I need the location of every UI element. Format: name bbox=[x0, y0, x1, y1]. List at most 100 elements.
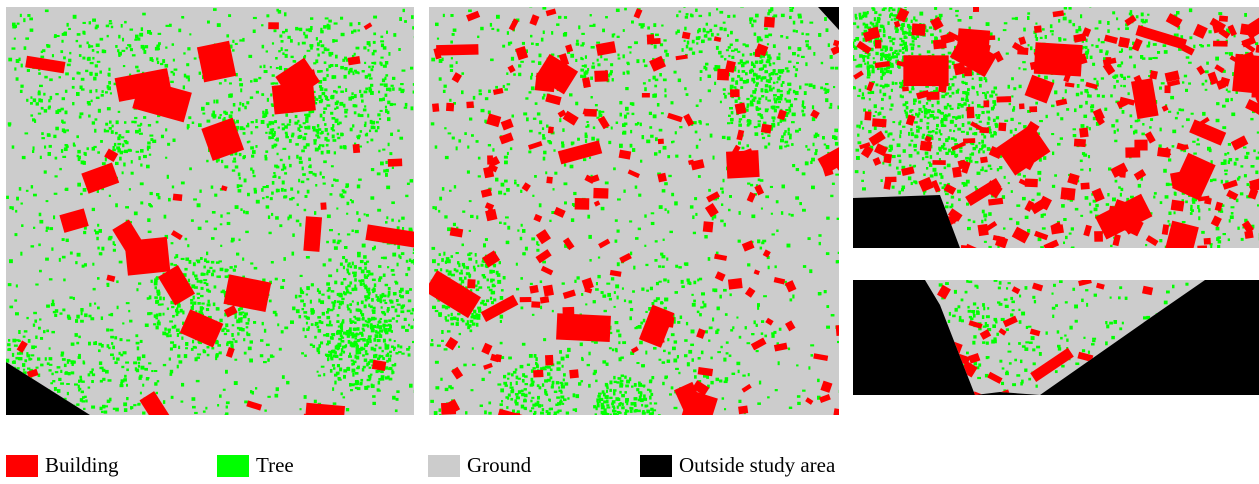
tree-pixel bbox=[158, 196, 161, 199]
tree-pixel bbox=[717, 329, 720, 331]
tree-pixel bbox=[560, 396, 564, 399]
tree-pixel bbox=[356, 345, 359, 349]
tree-pixel bbox=[163, 364, 166, 366]
tree-pixel bbox=[241, 312, 244, 314]
tree-pixel bbox=[768, 266, 770, 270]
tree-pixel bbox=[745, 44, 749, 47]
tree-pixel bbox=[595, 104, 598, 106]
tree-pixel bbox=[511, 373, 514, 376]
tree-pixel bbox=[779, 146, 782, 150]
tree-pixel bbox=[102, 162, 106, 165]
tree-pixel bbox=[65, 189, 67, 191]
tree-pixel bbox=[194, 346, 197, 348]
tree-pixel bbox=[333, 90, 336, 93]
tree-pixel bbox=[275, 394, 279, 398]
tree-pixel bbox=[25, 37, 29, 39]
tree-pixel bbox=[641, 404, 643, 407]
tree-pixel bbox=[179, 360, 183, 363]
tree-pixel bbox=[327, 340, 331, 344]
tree-pixel bbox=[195, 278, 198, 280]
tree-pixel bbox=[740, 77, 743, 81]
tree-pixel bbox=[97, 277, 100, 280]
tree-pixel bbox=[261, 120, 265, 124]
tree-pixel bbox=[445, 261, 449, 263]
tree-pixel bbox=[96, 51, 99, 53]
tree-pixel bbox=[113, 408, 116, 410]
tree-pixel bbox=[452, 137, 455, 140]
tree-pixel bbox=[371, 62, 374, 64]
tree-pixel bbox=[116, 358, 120, 361]
tree-pixel bbox=[99, 430, 103, 434]
tree-pixel bbox=[343, 266, 345, 270]
tree-pixel bbox=[634, 423, 636, 425]
tree-pixel bbox=[727, 34, 729, 37]
tree-pixel bbox=[266, 14, 269, 17]
tree-pixel bbox=[786, 145, 789, 147]
tree-pixel bbox=[384, 320, 388, 323]
tree-pixel bbox=[500, 315, 503, 319]
tree-pixel bbox=[139, 33, 143, 37]
tree-pixel bbox=[353, 341, 356, 345]
tree-pixel bbox=[413, 83, 415, 86]
tree-pixel bbox=[109, 20, 112, 22]
tree-pixel bbox=[123, 163, 125, 167]
tree-pixel bbox=[306, 178, 309, 180]
tree-pixel bbox=[727, 136, 731, 140]
tree-pixel bbox=[570, 54, 574, 58]
tree-pixel bbox=[355, 338, 357, 340]
tree-pixel bbox=[805, 83, 809, 85]
tree-pixel bbox=[349, 353, 351, 356]
tree-pixel bbox=[252, 170, 254, 174]
tree-pixel bbox=[312, 173, 314, 176]
tree-pixel bbox=[274, 174, 276, 177]
tree-pixel bbox=[126, 47, 128, 49]
tree-pixel bbox=[443, 14, 445, 17]
tree-pixel bbox=[503, 375, 506, 378]
tree-pixel bbox=[794, 98, 797, 100]
tree-pixel bbox=[413, 319, 416, 321]
tree-pixel bbox=[618, 334, 621, 338]
tree-pixel bbox=[327, 133, 329, 136]
tree-pixel bbox=[362, 329, 365, 331]
tree-pixel bbox=[174, 264, 177, 266]
tree-pixel bbox=[304, 126, 307, 128]
tree-pixel bbox=[372, 52, 375, 55]
tree-pixel bbox=[79, 388, 82, 390]
tree-pixel bbox=[244, 179, 247, 183]
tree-pixel bbox=[473, 96, 476, 100]
tree-pixel bbox=[654, 402, 657, 404]
tree-pixel bbox=[624, 115, 627, 119]
tree-pixel bbox=[634, 404, 637, 407]
tree-pixel bbox=[730, 85, 734, 89]
tree-pixel bbox=[851, 174, 854, 176]
tree-pixel bbox=[324, 137, 327, 141]
tree-pixel bbox=[72, 86, 75, 89]
tree-pixel bbox=[384, 83, 388, 87]
tree-pixel bbox=[373, 288, 376, 292]
tree-pixel bbox=[564, 201, 567, 204]
tree-pixel bbox=[694, 197, 697, 200]
tree-pixel bbox=[337, 301, 341, 303]
tree-pixel bbox=[38, 72, 41, 75]
tree-pixel bbox=[318, 95, 321, 99]
tree-pixel bbox=[735, 39, 738, 42]
tree-pixel bbox=[266, 205, 270, 208]
building bbox=[446, 103, 454, 112]
tree-pixel bbox=[489, 289, 493, 291]
tree-pixel bbox=[211, 261, 214, 264]
tree-pixel bbox=[619, 144, 623, 148]
tree-pixel bbox=[396, 299, 399, 302]
tree-pixel bbox=[630, 308, 633, 311]
tree-pixel bbox=[156, 121, 159, 124]
tree-pixel bbox=[483, 243, 486, 247]
tree-pixel bbox=[791, 214, 794, 217]
tree-pixel bbox=[80, 320, 84, 323]
tree-pixel bbox=[813, 52, 815, 56]
tree-pixel bbox=[250, 80, 252, 83]
tree-pixel bbox=[289, 198, 293, 200]
tree-pixel bbox=[329, 320, 331, 324]
tree-pixel bbox=[251, 131, 253, 134]
tree-pixel bbox=[615, 349, 617, 352]
tree-pixel bbox=[654, 93, 657, 97]
tree-pixel bbox=[413, 248, 417, 251]
